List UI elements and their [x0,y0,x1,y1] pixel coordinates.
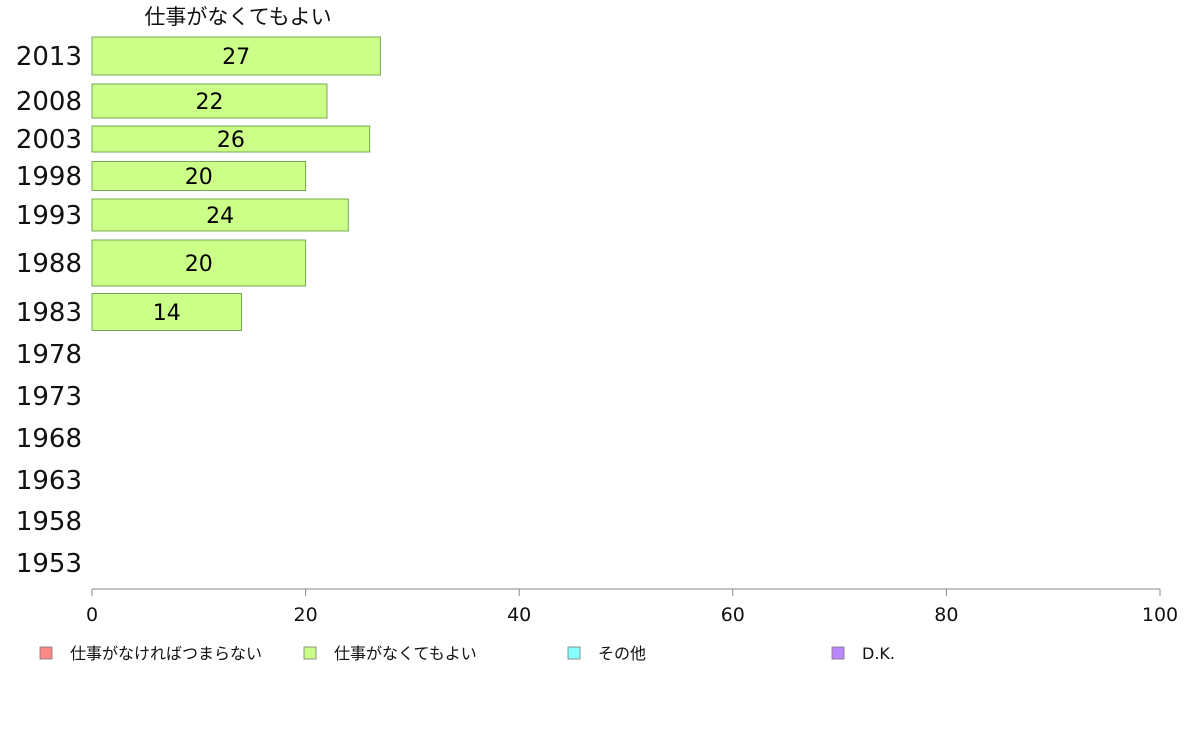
year-label: 2008 [16,87,82,117]
legend-swatch [303,646,317,660]
legend-label: 仕事がなければつまらない [70,644,262,663]
year-label: 1968 [16,424,82,454]
bar-value-label: 27 [222,45,250,70]
year-label: 1993 [16,201,82,231]
chart-title: 仕事がなくてもよい [144,5,331,29]
bar [91,83,328,119]
legend: 仕事がなければつまらない 仕事がなくてもよい その他 D.K. [39,644,895,663]
x-tick-label: 60 [721,604,745,626]
bar-value-label: 24 [206,204,234,229]
year-label: 1998 [16,162,82,192]
bar [91,293,243,331]
year-label: 1983 [16,298,82,328]
year-label: 2003 [16,125,82,155]
bar [91,125,371,153]
year-label: 1958 [16,507,82,537]
bar [91,36,381,76]
year-labels: 2013 2008 2003 1998 1993 1988 1983 1978 1973 1968… [16,42,82,579]
bars [91,36,381,331]
bar-value-label: 14 [153,301,181,326]
legend-label: D.K. [862,644,895,663]
legend-label: 仕事がなくてもよい [334,644,477,663]
bar [91,198,349,232]
year-label: 1953 [16,549,82,579]
x-tick-label: 100 [1142,604,1178,626]
legend-swatch [831,646,845,660]
x-tick-label: 80 [934,604,958,626]
bar-value-label: 26 [217,128,245,153]
bar-value-label: 20 [185,252,213,277]
bar [91,239,307,287]
year-label: 1973 [16,382,82,412]
legend-swatch [39,646,53,660]
legend-label: その他 [598,644,646,663]
bar [91,161,307,191]
x-tick-label: 20 [294,604,318,626]
x-tick-label: 0 [86,604,98,626]
legend-swatch [567,646,581,660]
year-label: 1988 [16,249,82,279]
bar-value-label: 22 [195,90,223,115]
x-tick-label: 40 [507,604,531,626]
x-axis: 0 20 40 60 80 100 [86,588,1178,626]
bar-value-label: 20 [185,165,213,190]
year-label: 1963 [16,466,82,496]
year-label: 2013 [16,42,82,72]
year-label: 1978 [16,340,82,370]
